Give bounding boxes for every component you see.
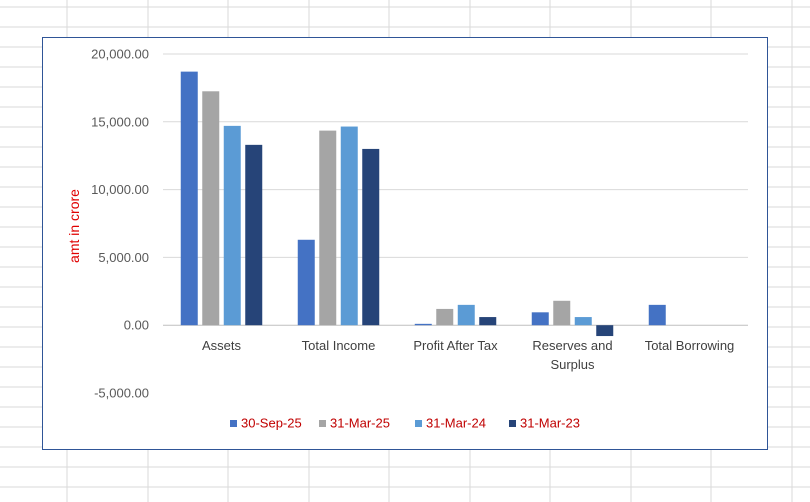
x-category-label: Reserves and Surplus bbox=[532, 338, 612, 372]
bar bbox=[436, 308, 454, 326]
x-category-label: Total Income bbox=[302, 338, 376, 353]
legend-item: 31-Mar-25 bbox=[319, 416, 390, 431]
bars bbox=[180, 71, 666, 337]
bar bbox=[574, 317, 592, 326]
legend-item: 31-Mar-24 bbox=[415, 416, 486, 431]
y-axis-label: amt in crore bbox=[66, 189, 82, 263]
y-axis-ticks: 20,000.00 15,000.00 10,000.00 5,000.00 0.00 -… bbox=[91, 47, 149, 401]
bar bbox=[245, 144, 263, 326]
bar bbox=[297, 239, 315, 326]
legend-swatch bbox=[230, 420, 237, 427]
y-tick-label: -5,000.00 bbox=[94, 386, 149, 401]
bar bbox=[531, 312, 549, 326]
bar bbox=[223, 125, 241, 326]
bar-chart: 20,000.00 15,000.00 10,000.00 5,000.00 0.00 -… bbox=[66, 47, 748, 431]
bar bbox=[414, 323, 432, 326]
bar bbox=[648, 304, 666, 326]
legend-label: 31-Mar-23 bbox=[520, 416, 580, 431]
legend-swatch bbox=[509, 420, 516, 427]
bar bbox=[180, 71, 198, 326]
legend-item: 31-Mar-23 bbox=[509, 416, 580, 431]
x-category-label: Profit After Tax bbox=[413, 338, 498, 353]
y-tick-label: 10,000.00 bbox=[91, 182, 149, 197]
legend-label: 31-Mar-25 bbox=[330, 416, 390, 431]
legend-swatch bbox=[415, 420, 422, 427]
legend-swatch bbox=[319, 420, 326, 427]
bar bbox=[596, 325, 614, 337]
y-tick-label: 20,000.00 bbox=[91, 47, 149, 62]
y-tick-label: 0.00 bbox=[124, 318, 149, 333]
x-category-label: Total Borrowing bbox=[645, 338, 735, 353]
bar bbox=[553, 300, 571, 326]
legend-label: 31-Mar-24 bbox=[426, 416, 486, 431]
x-category-label: Assets bbox=[202, 338, 242, 353]
y-tick-label: 5,000.00 bbox=[98, 250, 149, 265]
bar bbox=[202, 91, 220, 326]
bar bbox=[319, 130, 337, 326]
bar bbox=[479, 317, 497, 326]
chart-area[interactable]: 20,000.00 15,000.00 10,000.00 5,000.00 0.00 -… bbox=[42, 37, 768, 450]
bar bbox=[362, 148, 380, 326]
bar bbox=[340, 126, 358, 326]
x-axis-categories: Assets Total Income Profit After Tax Reserv… bbox=[202, 338, 734, 372]
legend: 30-Sep-25 31-Mar-25 31-Mar-24 31-Mar-23 bbox=[230, 416, 580, 431]
bar bbox=[457, 304, 475, 326]
legend-item: 30-Sep-25 bbox=[230, 416, 302, 431]
legend-label: 30-Sep-25 bbox=[241, 416, 302, 431]
y-tick-label: 15,000.00 bbox=[91, 114, 149, 129]
